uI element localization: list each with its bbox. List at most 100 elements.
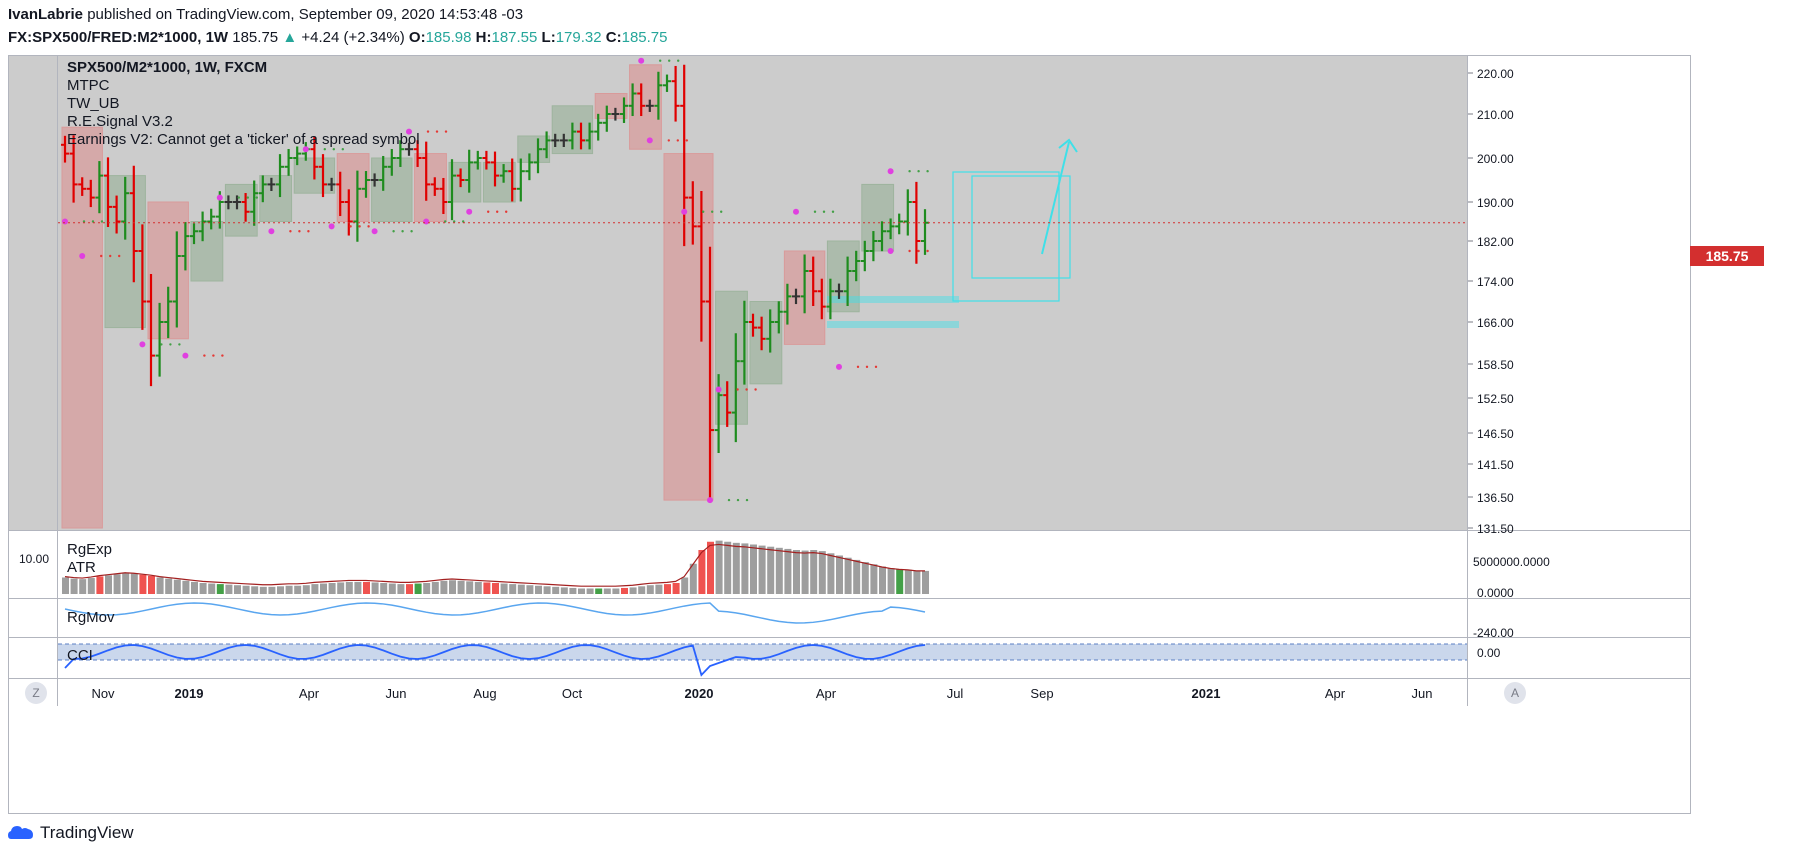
atr-bar <box>526 585 534 594</box>
open-label: O: <box>408 29 426 46</box>
atr-bar <box>130 573 138 594</box>
signal-dot <box>302 146 309 153</box>
legend-mtpc[interactable]: MTPC <box>67 77 110 94</box>
signal-trail-dot <box>401 230 404 233</box>
atr-bar <box>638 586 646 594</box>
price-tick-label: 131.50 <box>1477 522 1514 536</box>
legend-atr[interactable]: ATR <box>67 559 96 576</box>
signal-trail-dot <box>358 225 361 228</box>
atr-bar <box>689 563 697 594</box>
signal-trail-dot <box>720 210 723 213</box>
atr-bar <box>664 584 671 594</box>
atr-bar <box>560 587 568 594</box>
atr-bar <box>173 579 181 594</box>
atr-bar <box>793 550 800 594</box>
legend-rgmov[interactable]: RgMov <box>67 609 115 626</box>
atr-bar <box>216 584 224 594</box>
publish-info: published on TradingView.com, September … <box>87 6 524 23</box>
legend-rgexp[interactable]: RgExp <box>67 541 113 558</box>
cyan-range-box[interactable] <box>971 175 1071 279</box>
signal-trail-dot <box>298 230 301 233</box>
symbol-header: FX:SPX500/FRED:M2*1000, 1W 185.75 ▲ +4.2… <box>8 29 668 46</box>
signal-trail-dot <box>100 220 104 223</box>
cyan-range-box[interactable] <box>952 171 1060 302</box>
atr-bar <box>345 581 353 594</box>
atr-bar <box>543 586 551 594</box>
atr-bar <box>887 568 895 594</box>
chart-canvas[interactable]: 220.00 210.00 200.00 190.00 182.00 174.00 166.… <box>9 56 1690 813</box>
time-tick-label: Oct <box>562 686 583 701</box>
atr-bar <box>414 583 422 594</box>
legend-re-signal[interactable]: R.E.Signal V3.2 <box>67 113 173 130</box>
chart-frame[interactable]: 220.00 210.00 200.00 190.00 182.00 174.00 166.… <box>8 55 1691 814</box>
time-tick-label: 2021 <box>1192 686 1221 701</box>
time-tick-label: Aug <box>473 686 496 701</box>
atr-bar <box>870 564 878 594</box>
close-value: 185.75 <box>621 29 668 46</box>
atr-bar <box>810 550 818 594</box>
atr-bar <box>844 557 852 594</box>
a-button[interactable]: A <box>1504 682 1526 704</box>
atr-bar <box>294 585 302 594</box>
atr-bar <box>818 551 826 594</box>
atr-bar <box>363 581 370 594</box>
atr-bar <box>242 585 250 594</box>
signal-box <box>749 301 783 385</box>
legend-earnings[interactable]: Earnings V2: Cannot get a 'ticker' of a … <box>67 131 420 148</box>
tradingview-logo-icon <box>8 826 33 839</box>
signal-trail-dot <box>745 388 748 391</box>
z-button[interactable]: Z <box>25 682 47 704</box>
price-tick-label: 166.00 <box>1477 316 1514 330</box>
rgmov-pane-bg <box>9 599 1467 637</box>
time-tick-label: Apr <box>816 686 837 701</box>
signal-dot <box>638 57 645 64</box>
atr-bar <box>578 588 585 594</box>
signal-dot <box>681 208 688 215</box>
atr-bar <box>354 581 362 594</box>
signal-trail-dot <box>667 139 670 142</box>
signal-trail-dot <box>865 365 869 369</box>
signal-trail-dot <box>926 170 929 173</box>
signal-trail-dot <box>736 498 740 502</box>
atr-bar <box>483 582 491 594</box>
projection-arrow-line[interactable] <box>1041 141 1070 255</box>
signal-dot <box>836 363 842 370</box>
footer: TradingView <box>8 823 134 843</box>
atr-bar <box>277 586 284 594</box>
cyan-zone[interactable] <box>827 296 959 303</box>
signal-box <box>482 161 516 203</box>
legend-main[interactable]: SPX500/M2*1000, 1W, FXCM <box>67 59 268 76</box>
time-tick-label: Jul <box>947 686 964 701</box>
signal-trail-dot <box>856 365 860 369</box>
atr-bar <box>225 584 233 594</box>
signal-trail-dot <box>426 130 430 133</box>
signal-trail-dot <box>813 210 817 213</box>
signal-trail-dot <box>659 59 662 62</box>
signal-trail-dot <box>178 343 181 346</box>
signal-trail-dot <box>908 249 911 253</box>
author-name[interactable]: IvanLabrie <box>8 6 84 23</box>
cyan-zone[interactable] <box>827 321 959 328</box>
atr-bar <box>105 575 112 594</box>
atr-bar <box>595 588 603 594</box>
signal-trail-dot <box>323 148 326 151</box>
atr-bar <box>922 570 929 594</box>
signal-trail-dot <box>496 210 499 213</box>
atr-bar <box>586 588 594 594</box>
atr-bar <box>758 545 766 594</box>
footer-brand[interactable]: TradingView <box>40 823 134 842</box>
signal-dot <box>793 208 799 215</box>
signal-trail-dot <box>685 139 688 142</box>
atr-bar <box>500 583 508 594</box>
legend-cci[interactable]: CCI <box>67 647 93 664</box>
signal-trail-dot <box>237 196 240 199</box>
rgmov-right-label: -240.00 <box>1473 626 1514 640</box>
signal-trail-dot <box>677 59 680 62</box>
atr-bar <box>621 587 628 594</box>
up-arrow-icon: ▲ <box>282 29 298 46</box>
atr-bar <box>234 585 241 594</box>
signal-dot <box>216 194 223 201</box>
legend-tw-ub[interactable]: TW_UB <box>67 95 120 112</box>
signal-trail-dot <box>246 196 249 199</box>
projection-arrow-head[interactable] <box>1058 138 1078 153</box>
